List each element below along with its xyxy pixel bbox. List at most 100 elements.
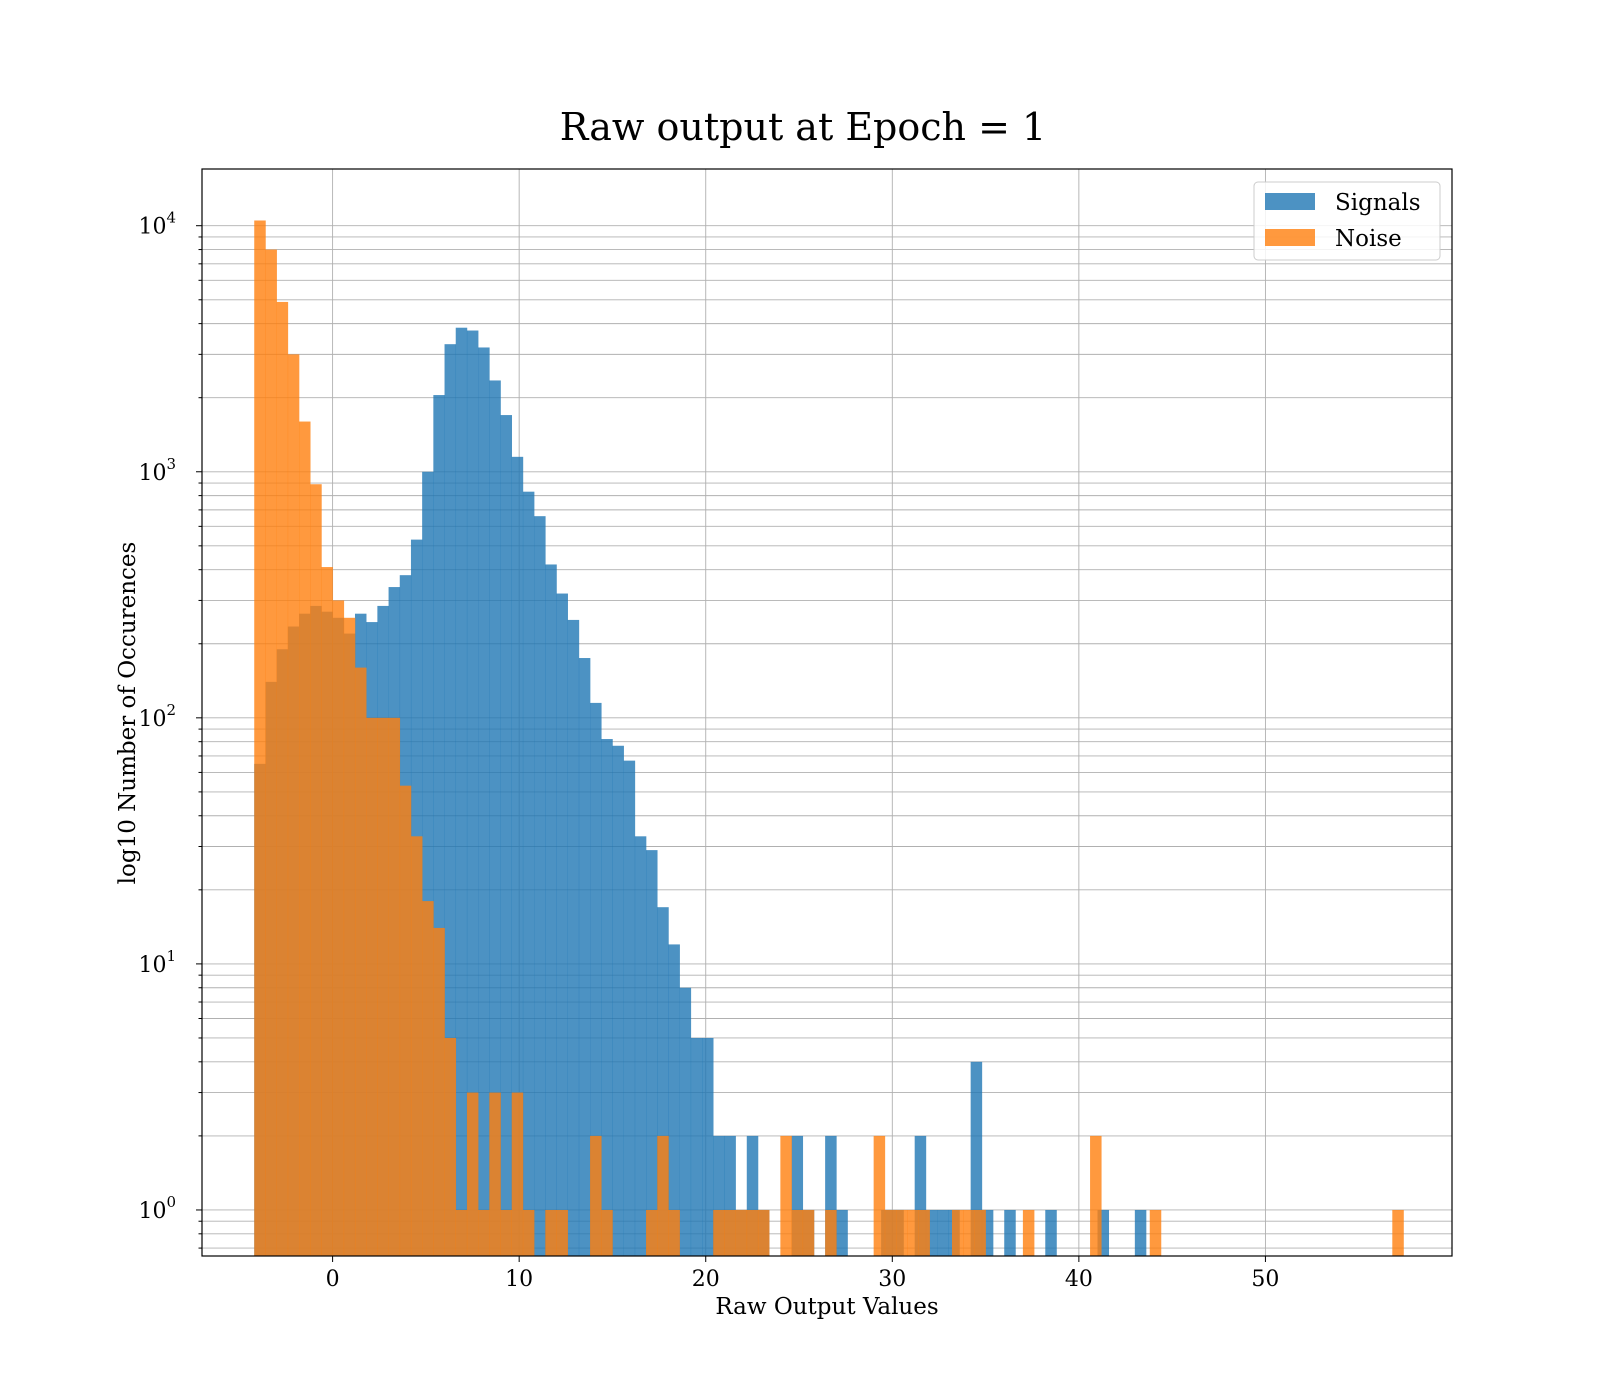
x-tick-label: 20 [692,1267,720,1292]
histogram-bar-signals [937,1209,949,1256]
histogram-bar-noise [545,1209,557,1256]
histogram-bar-noise [444,1037,457,1256]
histogram-bar-noise [377,717,389,1256]
histogram-bar-noise [590,1135,602,1256]
histogram-bar-signals [612,745,624,1256]
histogram-bar-noise [735,1209,748,1256]
histogram-bar-signals [433,395,445,1257]
histogram-bar-signals [646,850,658,1256]
histogram-bar-noise [433,927,445,1256]
plot-area-frame [201,168,1453,1257]
y-tick-label: 101 [138,947,176,978]
histogram-bar-noise [500,1209,513,1256]
histogram-bar-signals [914,1135,927,1256]
y-tick-label: 102 [138,701,176,732]
histogram-bar-noise [873,1135,886,1256]
y-axis-label: log10 Number of Occurences [115,542,141,885]
y-tick-label: 100 [138,1193,176,1224]
histogram-bar-signals [1004,1209,1016,1256]
histogram-bar-noise [1392,1209,1404,1256]
histogram-bar-signals [466,330,479,1257]
histogram-bar-signals [981,1209,994,1256]
legend-label-noise: Noise [1335,226,1402,252]
histogram-bar-noise [601,1209,613,1256]
histogram-bar-noise [332,600,345,1256]
histogram-bar-noise [556,1209,568,1256]
histogram-bar-signals [601,739,613,1256]
histogram-bar-noise [1022,1209,1035,1256]
histogram-bar-signals [1134,1209,1147,1256]
histogram-bar-signals [713,1135,725,1256]
histogram-bar-signals [500,415,513,1256]
histogram-bar-signals [545,564,557,1256]
histogram-bar-noise [489,1092,501,1256]
histogram-bar-signals [511,456,524,1256]
histogram-bar-signals [1097,1209,1110,1256]
histogram-bar-noise [757,1209,770,1256]
histogram-bar-noise [321,567,333,1256]
legend-swatch-noise [1265,229,1315,246]
histogram-bar-signals [422,471,434,1257]
histogram-bar-signals [690,1037,703,1256]
histogram-bar-noise [918,1209,930,1256]
histogram-bar-signals [657,907,669,1256]
histogram-bar-noise [907,1209,919,1256]
histogram-bar-noise [299,421,311,1256]
x-tick-label: 50 [1251,1267,1279,1292]
histogram-bar-noise [455,1209,468,1256]
histogram-bar-signals [668,944,680,1256]
histogram-bar-noise [974,1209,986,1256]
histogram-bar-signals [534,516,546,1256]
histogram-bar-signals [724,1135,736,1256]
legend: Signals Noise [1253,181,1441,261]
histogram-bar-noise [466,1092,479,1256]
histogram-bar-noise [276,301,289,1256]
histogram-bar-noise [511,1092,524,1256]
histogram-bar-signals [1045,1209,1057,1256]
series-noise [254,220,1404,1256]
y-tick-label: 103 [138,455,176,486]
histogram-bar-noise [668,1209,680,1256]
histogram-bar-noise [1090,1135,1102,1256]
histogram-bar-noise [265,249,277,1256]
histogram-bar-noise [399,785,412,1256]
histogram-bar-signals [925,1209,938,1256]
histogram-bar-noise [713,1209,725,1256]
histogram-bar-signals [836,1209,848,1256]
x-axis-label: Raw Output Values [715,1294,938,1320]
histogram-bar-signals [567,619,580,1256]
histogram-bar-noise [354,667,367,1256]
x-tick-label: 0 [326,1267,340,1292]
histogram-bar-noise [884,1209,897,1256]
histogram-bar-signals [455,327,468,1257]
legend-swatch-signals [1265,193,1315,210]
histogram-bar-noise [657,1135,669,1256]
x-tick-label: 30 [878,1267,906,1292]
y-tick-label: 104 [138,209,176,240]
histogram-bar-noise [287,354,300,1256]
histogram-bar-noise [410,836,423,1256]
histogram-bar-signals [791,1135,804,1256]
histogram-bar-signals [590,702,602,1256]
x-tick-label: 40 [1065,1267,1093,1292]
histogram-bar-signals [478,347,490,1256]
histogram-bar-signals [522,491,535,1256]
chart-title: Raw output at Epoch = 1 [560,105,1046,149]
histogram-bar-signals [634,836,647,1256]
histogram-bar-signals [825,1135,837,1256]
histogram-bar-noise [388,717,401,1256]
histogram-bar-noise [478,1209,490,1256]
histogram-bars [254,220,1404,1257]
histogram-bar-noise [422,901,434,1256]
histogram-bar-signals [623,760,636,1256]
histogram-bar-noise [825,1209,837,1256]
histogram-bar-noise [952,1209,964,1256]
histogram-bar-signals [489,380,501,1256]
histogram-bar-noise [724,1209,736,1256]
histogram-bar-noise [1149,1209,1162,1256]
histogram-bar-signals [746,1135,759,1256]
histogram-bar-noise [896,1209,908,1256]
histogram-bar-signals [970,1061,983,1256]
histogram-bar-noise [963,1209,975,1256]
